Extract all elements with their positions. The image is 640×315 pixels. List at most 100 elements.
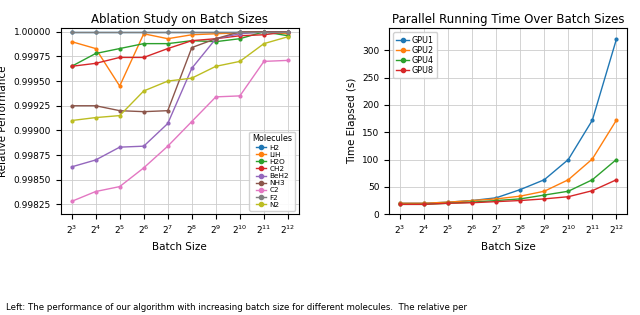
Line: GPU8: GPU8 — [399, 178, 618, 206]
GPU1 — [444, 200, 452, 204]
H2 — [116, 30, 124, 34]
C2 — [212, 95, 220, 99]
Line: C2: C2 — [70, 59, 289, 203]
Line: CH2: CH2 — [70, 31, 289, 68]
GPU8 — [612, 178, 620, 182]
Title: Ablation Study on Batch Sizes: Ablation Study on Batch Sizes — [92, 13, 268, 26]
Line: GPU1: GPU1 — [399, 38, 618, 205]
F2 — [212, 30, 220, 34]
H2O — [284, 34, 292, 37]
N2 — [236, 60, 244, 63]
Line: N2: N2 — [70, 35, 289, 122]
BeH2 — [284, 30, 292, 34]
NH3 — [188, 46, 196, 49]
Line: H2O: H2O — [70, 31, 289, 68]
LiH — [92, 47, 99, 50]
BeH2 — [68, 165, 76, 169]
F2 — [68, 30, 76, 34]
LiH — [164, 37, 172, 41]
CH2 — [260, 33, 268, 37]
N2 — [68, 119, 76, 123]
GPU2 — [564, 178, 572, 182]
GPU4 — [516, 197, 524, 201]
GPU4 — [444, 201, 452, 205]
NH3 — [284, 30, 292, 34]
Line: GPU2: GPU2 — [399, 119, 618, 205]
C2 — [140, 166, 148, 170]
GPU4 — [396, 203, 404, 206]
Line: GPU4: GPU4 — [399, 158, 618, 206]
NH3 — [212, 37, 220, 41]
GPU2 — [540, 189, 548, 193]
C2 — [260, 60, 268, 63]
Line: F2: F2 — [70, 31, 289, 33]
CH2 — [284, 30, 292, 34]
GPU4 — [589, 178, 596, 182]
C2 — [92, 190, 99, 193]
BeH2 — [116, 145, 124, 149]
GPU1 — [420, 201, 428, 205]
BeH2 — [164, 122, 172, 125]
H2O — [116, 47, 124, 50]
LiH — [260, 30, 268, 34]
NH3 — [92, 104, 99, 108]
CH2 — [236, 34, 244, 37]
H2 — [236, 30, 244, 34]
GPU1 — [540, 178, 548, 182]
GPU4 — [612, 158, 620, 161]
Legend: H2, LiH, H2O, CH2, BeH2, NH3, C2, F2, N2: H2, LiH, H2O, CH2, BeH2, NH3, C2, F2, N2 — [250, 132, 295, 211]
GPU2 — [492, 197, 500, 201]
H2 — [68, 30, 76, 34]
CH2 — [116, 55, 124, 59]
Line: NH3: NH3 — [70, 31, 289, 113]
N2 — [92, 116, 99, 119]
GPU8 — [492, 200, 500, 203]
NH3 — [140, 110, 148, 113]
GPU8 — [540, 197, 548, 201]
GPU8 — [589, 189, 596, 192]
N2 — [116, 114, 124, 117]
BeH2 — [188, 66, 196, 70]
GPU2 — [396, 201, 404, 205]
BeH2 — [236, 32, 244, 36]
H2O — [260, 30, 268, 34]
LiH — [68, 40, 76, 43]
H2 — [260, 30, 268, 34]
LiH — [212, 32, 220, 36]
GPU4 — [540, 193, 548, 197]
NH3 — [68, 104, 76, 108]
H2O — [164, 42, 172, 46]
GPU4 — [492, 199, 500, 203]
C2 — [68, 199, 76, 203]
N2 — [212, 65, 220, 68]
C2 — [164, 144, 172, 148]
H2O — [236, 37, 244, 41]
LiH — [236, 31, 244, 35]
N2 — [188, 76, 196, 80]
GPU2 — [589, 157, 596, 161]
CH2 — [188, 39, 196, 43]
Line: BeH2: BeH2 — [70, 31, 289, 168]
X-axis label: Batch Size: Batch Size — [152, 242, 207, 252]
BeH2 — [92, 158, 99, 162]
H2 — [140, 30, 148, 34]
H2 — [284, 30, 292, 34]
N2 — [260, 42, 268, 46]
Line: LiH: LiH — [70, 31, 289, 88]
Line: H2: H2 — [70, 31, 289, 33]
GPU1 — [589, 118, 596, 122]
Y-axis label: Time Elapsed (s): Time Elapsed (s) — [347, 78, 356, 164]
GPU2 — [420, 201, 428, 205]
F2 — [260, 30, 268, 34]
F2 — [92, 30, 99, 34]
GPU8 — [468, 201, 476, 205]
CH2 — [212, 37, 220, 41]
H2 — [212, 30, 220, 34]
H2O — [212, 40, 220, 43]
Title: Parallel Running Time Over Batch Sizes: Parallel Running Time Over Batch Sizes — [392, 13, 625, 26]
H2 — [188, 30, 196, 34]
Text: Left: The performance of our algorithm with increasing batch size for different : Left: The performance of our algorithm w… — [6, 303, 467, 312]
F2 — [140, 30, 148, 34]
GPU1 — [396, 201, 404, 205]
CH2 — [164, 47, 172, 50]
